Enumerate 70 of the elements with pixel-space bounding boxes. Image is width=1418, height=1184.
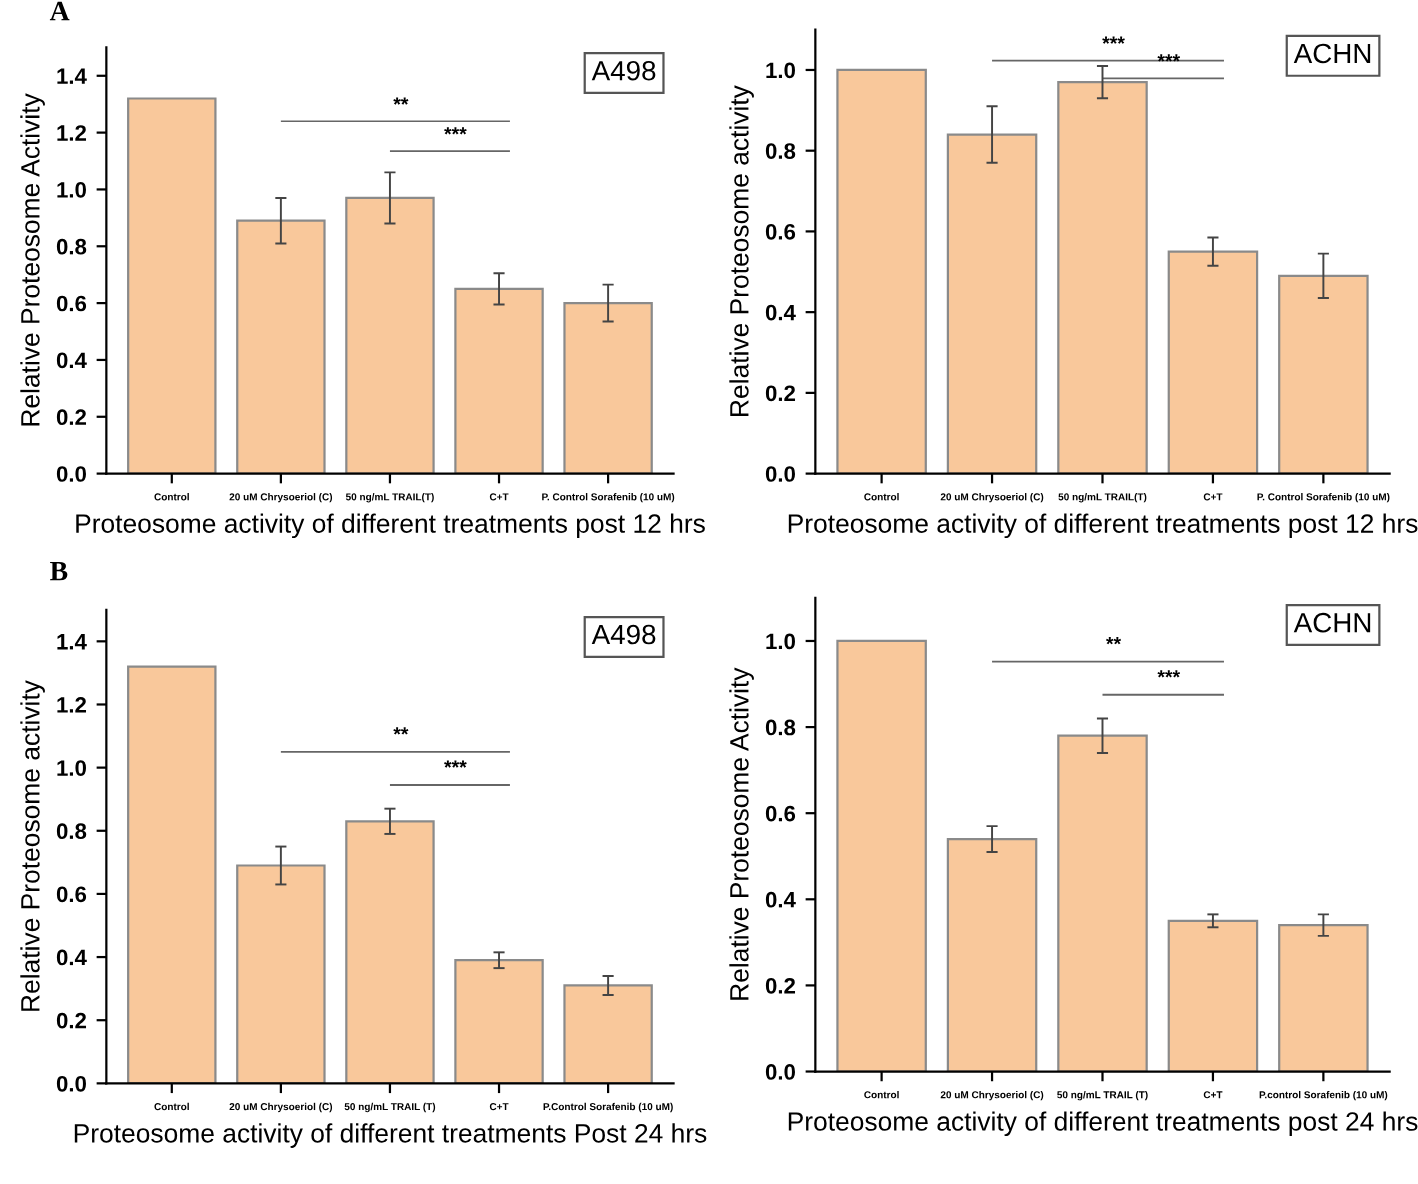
bar [236,864,326,1084]
x-axis-title: Proteosome activity of different treatments Post 24 hrs [74,1123,707,1148]
bar [454,959,544,1084]
x-axis-title: Proteosome activity of different treatments post 24 hrs [788,1111,1418,1137]
chart-subtitle: A498 [591,60,656,81]
y-axis-title: Relative Proteosome activity [20,680,45,1011]
bar [454,287,544,474]
bar [345,196,435,474]
y-tick-label: 1.0 [57,760,86,776]
y-tick-label: 0.2 [56,1012,87,1029]
bar [1167,250,1259,474]
y-tick-label: 0.8 [56,823,87,840]
bar [345,820,435,1084]
y-tick-label: 0.6 [56,886,87,903]
annotation: ** [393,727,409,735]
y-tick-label: 1.4 [57,634,87,650]
bar [1278,924,1369,1072]
y-tick-label: 1.0 [766,62,795,79]
y-tick-label: 0.2 [56,409,87,426]
annotation: ** [1106,637,1122,645]
bar [1057,734,1148,1072]
y-tick-label: 0.8 [56,238,87,255]
x-axis-title: Proteosome activity of different treatments post 12 hrs [788,513,1418,539]
y-tick-label: 0.4 [56,949,87,966]
bar [236,219,326,474]
chart-subtitle: A498 [591,624,656,645]
y-tick-label: 0.8 [765,143,796,159]
y-tick-label: 0.0 [765,1064,795,1080]
y-tick-label: 0.0 [56,466,86,482]
chart-subtitle: ACHN [1293,612,1371,633]
annotation: *** [1157,670,1181,678]
y-tick-label: 1.0 [57,181,86,198]
annotation: *** [444,760,467,768]
bar [127,97,217,474]
chart-title: A [49,1,70,21]
y-tick-label: 0.6 [765,223,796,240]
annotation: *** [1157,54,1181,62]
y-tick-label: 0.2 [765,977,796,994]
y-tick-label: 0.0 [765,466,795,482]
y-tick-label: 1.0 [766,633,795,650]
x-axis-title: Proteosome activity of different treatments post 12 hrs [76,513,705,539]
bar [836,639,927,1072]
y-tick-label: 0.8 [765,719,796,736]
y-tick-label: 0.4 [765,891,796,908]
bar [1057,80,1148,474]
y-axis-title: Relative Proteosome activity [729,85,754,416]
bar [946,837,1038,1072]
annotation: *** [444,127,467,135]
y-tick-label: 1.2 [57,697,87,713]
y-axis-title: Relative Proteosome Activity [20,93,45,426]
bar [1167,919,1259,1072]
y-tick-label: 1.2 [57,125,87,141]
bar [127,665,217,1084]
y-tick-label: 1.4 [57,68,87,84]
y-tick-label: 0.6 [765,805,796,822]
bar [946,133,1038,474]
bar [563,984,653,1084]
annotation: *** [1102,36,1125,44]
y-tick-label: 0.2 [765,385,796,402]
chart-title: B [50,561,68,581]
y-tick-label: 0.6 [56,295,87,312]
y-tick-label: 0.0 [56,1075,86,1092]
annotation: ** [393,97,409,105]
y-tick-label: 0.4 [765,304,796,321]
bar [563,301,653,474]
y-tick-label: 0.4 [56,352,87,369]
y-axis-title: Relative Proteosome Activity [729,667,754,1000]
bar [836,68,927,474]
chart-subtitle: ACHN [1293,43,1371,64]
bar [1278,274,1369,474]
